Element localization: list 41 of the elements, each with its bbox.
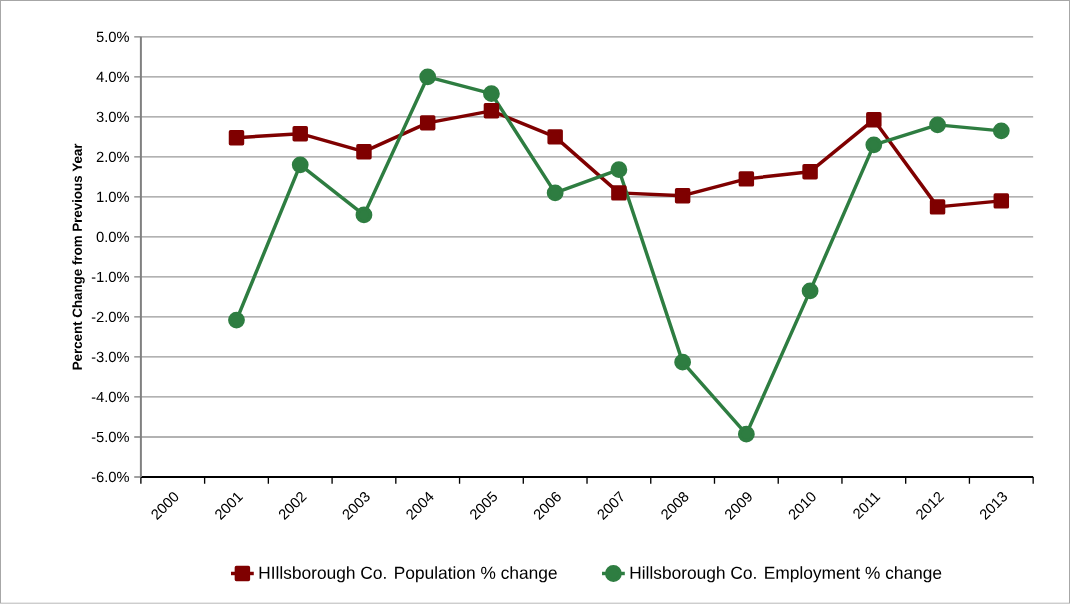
y-tick-label: 4.0% [96,71,129,83]
point [228,130,245,146]
point [674,188,691,204]
legend-label: HIllsborough Co. Population % change [259,566,557,583]
point [738,171,755,187]
y-tick-label: 5.0% [96,31,129,43]
y-tick-label: 0.0% [96,231,129,243]
point [866,112,882,128]
point [291,156,309,174]
y-tick-label: -6.0% [91,471,129,483]
point [802,164,818,180]
point [865,136,883,154]
point [929,116,946,134]
y-tick-label: 1.0% [97,191,129,203]
point [547,129,563,145]
point [292,126,308,142]
y-tick-label: -5.0% [91,431,129,443]
point [801,282,819,300]
point [483,103,500,119]
point [993,193,1010,209]
point [929,199,946,215]
y-tick-label: -1.0% [91,271,129,283]
y-tick-label: -4.0% [91,391,129,403]
point [483,85,500,103]
point [228,311,245,329]
y-axis-title: Percent Change from Previous Year [72,143,85,370]
point [355,206,373,224]
y-tick-label: 2.0% [96,151,129,163]
legend-label: Hillsborough Co. Employment % change [630,566,942,583]
y-tick-label: -3.0% [91,351,129,363]
y-tick-label: -2.0% [91,311,129,323]
point [356,144,372,160]
point [419,115,436,131]
point [419,68,437,86]
y-tick-label: 3.0% [96,111,129,123]
point [546,184,564,202]
point [611,185,627,201]
point [674,353,692,371]
point [737,425,755,443]
point [992,122,1010,140]
point [610,161,628,179]
